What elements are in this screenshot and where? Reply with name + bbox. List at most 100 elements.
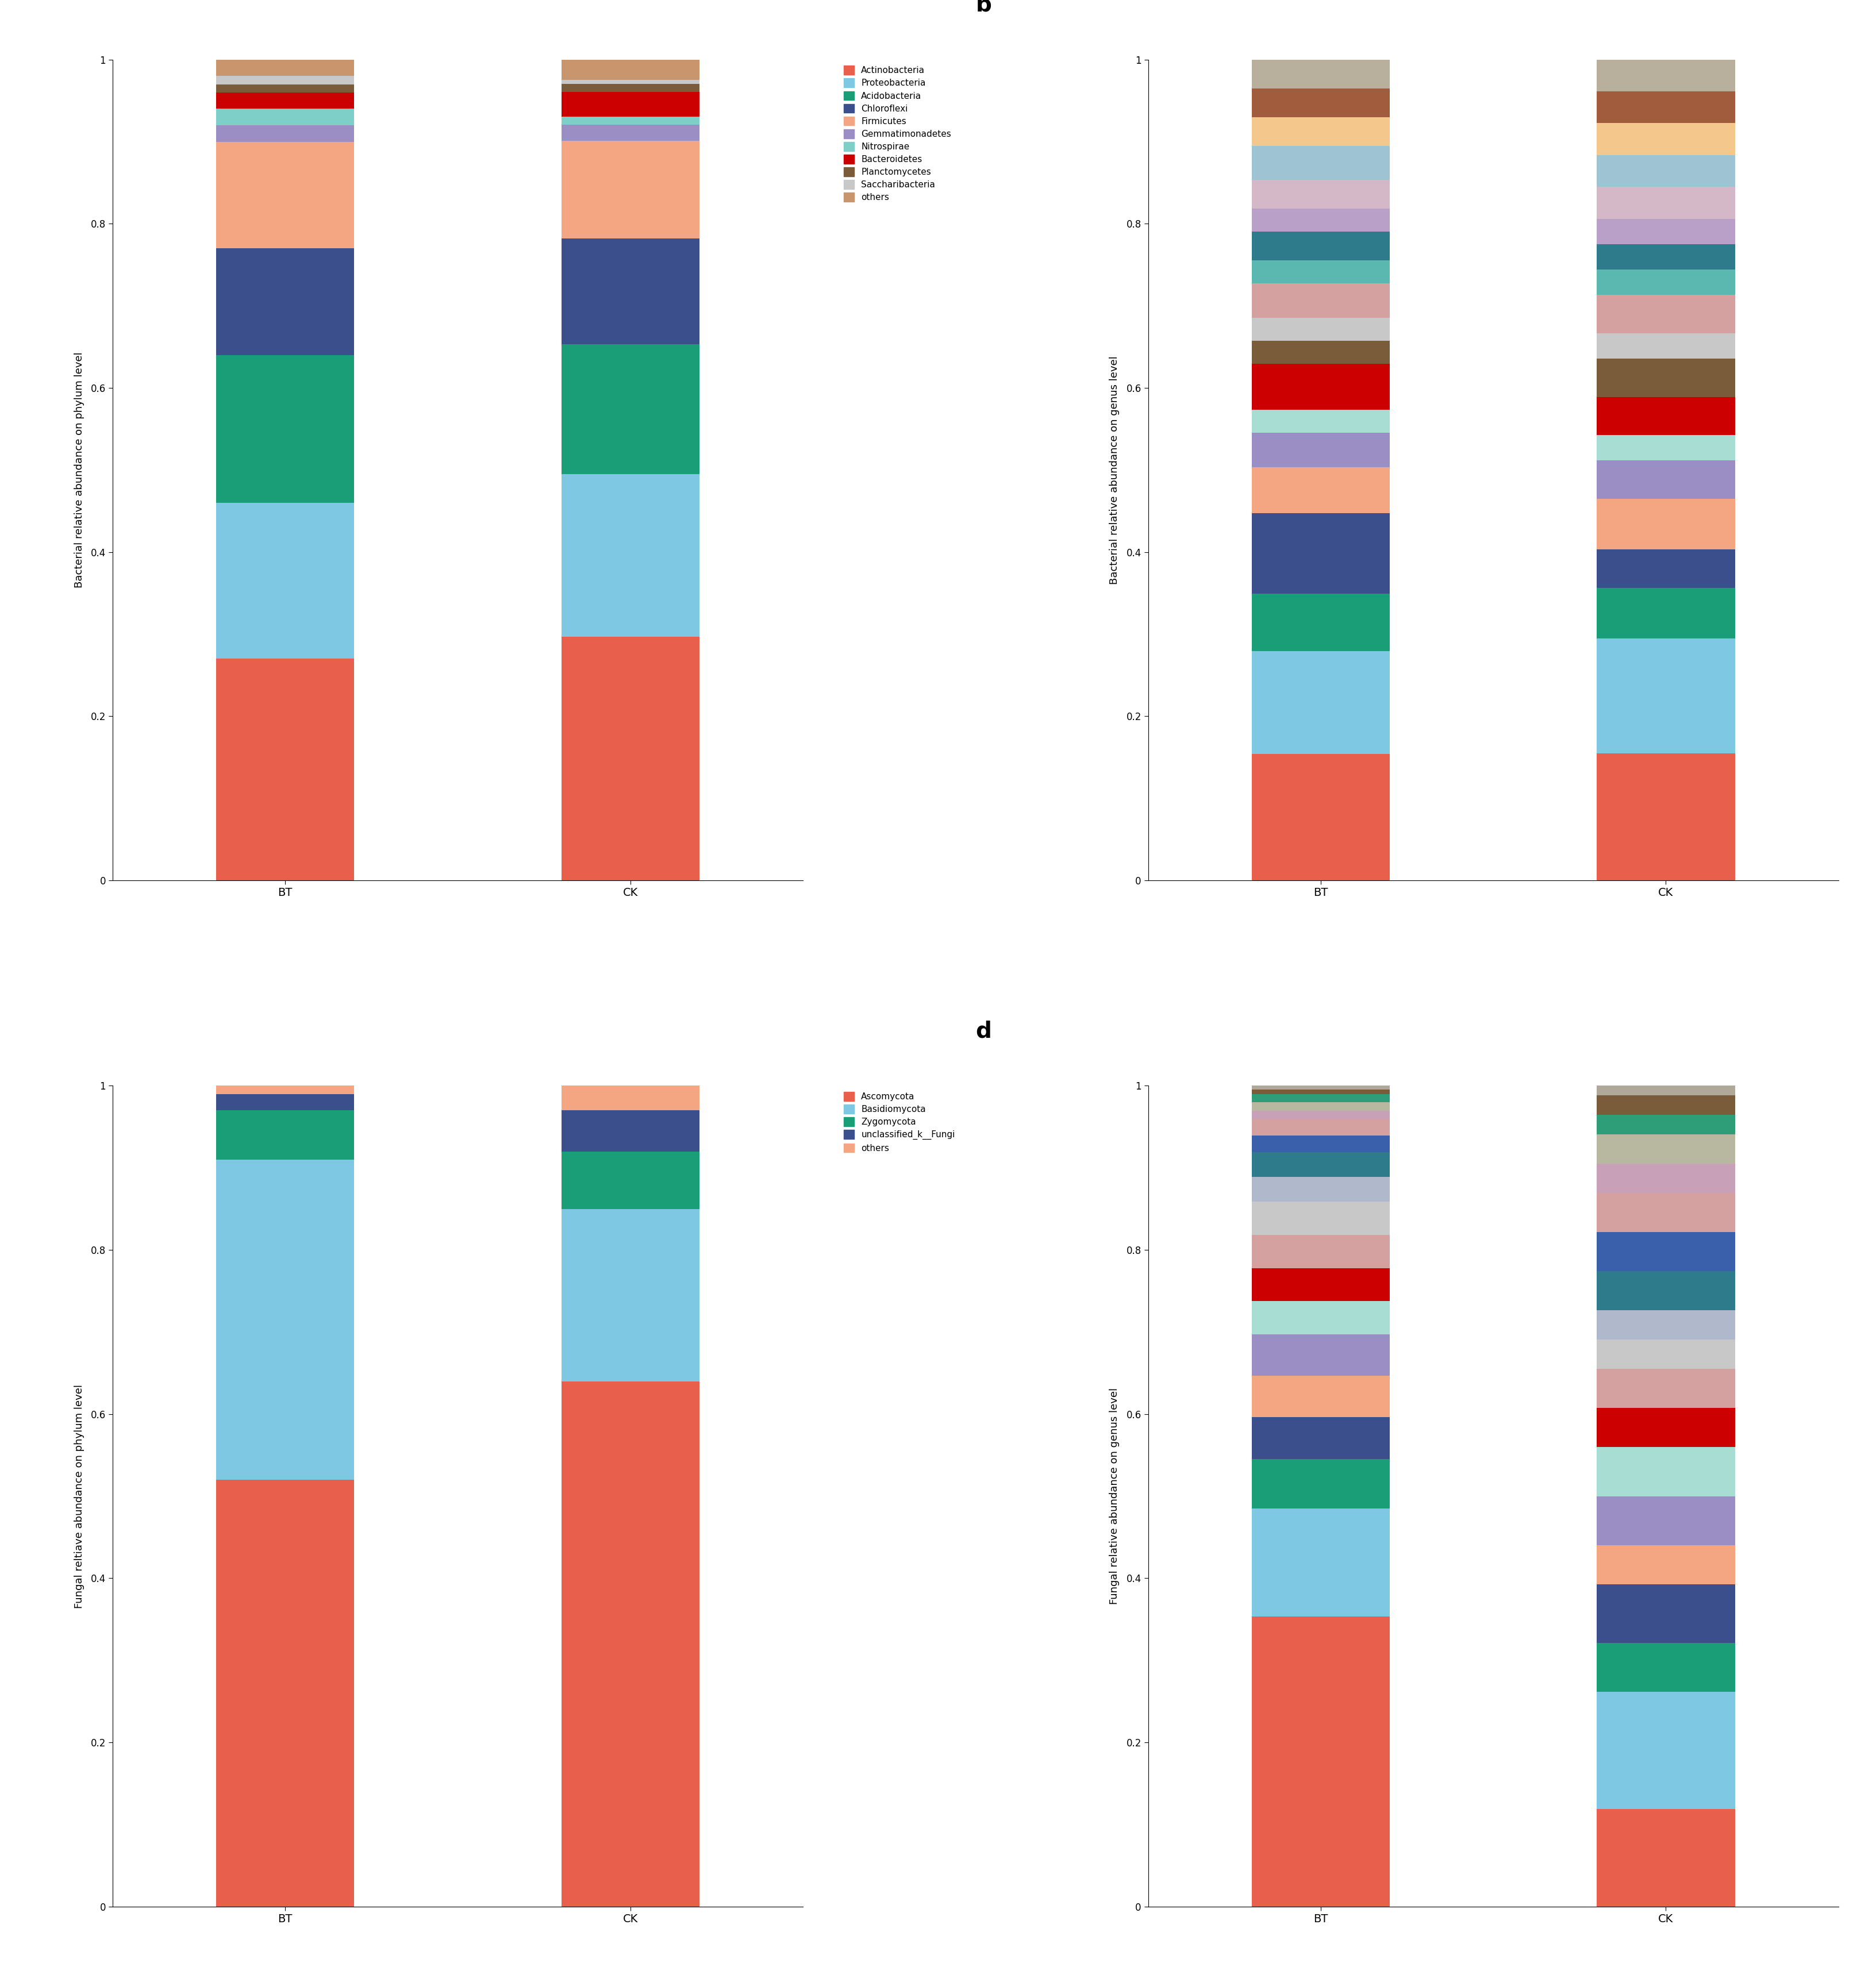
Bar: [1596, 1495, 1735, 1545]
Bar: [1596, 60, 1735, 91]
Bar: [1596, 639, 1735, 753]
Bar: [1251, 651, 1390, 755]
Bar: [1251, 87, 1390, 117]
Bar: [1251, 1335, 1390, 1376]
Bar: [1596, 1194, 1735, 1231]
Bar: [1596, 1231, 1735, 1271]
Bar: [1251, 1136, 1390, 1152]
Bar: [561, 344, 700, 475]
Bar: [1251, 1110, 1390, 1118]
Bar: [1251, 433, 1390, 467]
Bar: [1251, 363, 1390, 409]
Bar: [216, 83, 355, 93]
Bar: [216, 109, 355, 125]
Bar: [216, 502, 355, 659]
Bar: [1251, 284, 1390, 318]
Legend: Ascomycota, Basidiomycota, Zygomycota, unclassified_k__Fungi, others: Ascomycota, Basidiomycota, Zygomycota, u…: [842, 1090, 957, 1154]
Bar: [1596, 1134, 1735, 1164]
Bar: [1596, 753, 1735, 880]
Bar: [1596, 218, 1735, 244]
Bar: [561, 83, 700, 91]
Bar: [1251, 1617, 1390, 1907]
Bar: [1251, 1509, 1390, 1617]
Bar: [561, 238, 700, 344]
Bar: [561, 1380, 700, 1907]
Bar: [1596, 1311, 1735, 1341]
Bar: [1596, 550, 1735, 588]
Legend: Actinobacteria, Proteobacteria, Acidobacteria, Chloroflexi, Firmicutes, Gemmatim: Actinobacteria, Proteobacteria, Acidobac…: [842, 64, 953, 205]
Bar: [1596, 1692, 1735, 1809]
Bar: [216, 1086, 355, 1094]
Bar: [561, 91, 700, 117]
Bar: [561, 141, 700, 238]
Bar: [1251, 209, 1390, 232]
Bar: [1251, 1090, 1390, 1094]
Bar: [216, 248, 355, 355]
Bar: [1596, 1809, 1735, 1907]
Bar: [1251, 1102, 1390, 1110]
Text: d: d: [976, 1021, 992, 1043]
Bar: [561, 1209, 700, 1380]
Bar: [1596, 155, 1735, 187]
Bar: [1596, 1271, 1735, 1311]
Y-axis label: Bacterial relative abundance on genus level: Bacterial relative abundance on genus le…: [1109, 355, 1120, 584]
Bar: [1251, 318, 1390, 342]
Bar: [216, 659, 355, 880]
Bar: [561, 60, 700, 79]
Bar: [1251, 755, 1390, 880]
Bar: [216, 355, 355, 502]
Bar: [1596, 498, 1735, 550]
Bar: [1251, 342, 1390, 363]
Bar: [1596, 123, 1735, 155]
Bar: [1596, 1545, 1735, 1585]
Bar: [1251, 1235, 1390, 1269]
Bar: [1596, 397, 1735, 435]
Y-axis label: Bacterial relative abundance on phylum level: Bacterial relative abundance on phylum l…: [73, 352, 84, 588]
Bar: [1596, 296, 1735, 334]
Bar: [1596, 270, 1735, 296]
Bar: [1251, 60, 1390, 87]
Bar: [1251, 1178, 1390, 1202]
Bar: [1596, 334, 1735, 359]
Bar: [1596, 91, 1735, 123]
Bar: [1251, 1269, 1390, 1301]
Bar: [1251, 1152, 1390, 1178]
Bar: [1596, 461, 1735, 498]
Bar: [1251, 117, 1390, 145]
Bar: [216, 75, 355, 83]
Bar: [561, 125, 700, 141]
Bar: [1596, 1114, 1735, 1134]
Bar: [1596, 1448, 1735, 1495]
Bar: [216, 125, 355, 141]
Bar: [1596, 1368, 1735, 1408]
Bar: [1596, 359, 1735, 397]
Bar: [561, 79, 700, 83]
Bar: [216, 1480, 355, 1907]
Bar: [1251, 1086, 1390, 1090]
Bar: [1251, 1376, 1390, 1418]
Bar: [1251, 1202, 1390, 1235]
Bar: [1596, 1096, 1735, 1114]
Bar: [1596, 1164, 1735, 1194]
Bar: [1251, 1118, 1390, 1136]
Bar: [561, 117, 700, 125]
Text: b: b: [976, 0, 992, 16]
Bar: [1596, 435, 1735, 461]
Bar: [1251, 512, 1390, 594]
Bar: [216, 141, 355, 248]
Bar: [216, 93, 355, 109]
Bar: [216, 60, 355, 75]
Bar: [1251, 409, 1390, 433]
Bar: [1596, 244, 1735, 270]
Bar: [216, 1094, 355, 1110]
Bar: [1596, 1408, 1735, 1448]
Bar: [561, 1152, 700, 1209]
Bar: [1251, 260, 1390, 284]
Bar: [1251, 467, 1390, 512]
Bar: [1251, 594, 1390, 651]
Bar: [1596, 187, 1735, 218]
Bar: [561, 638, 700, 880]
Bar: [1596, 1585, 1735, 1642]
Bar: [1596, 1642, 1735, 1692]
Bar: [561, 1086, 700, 1110]
